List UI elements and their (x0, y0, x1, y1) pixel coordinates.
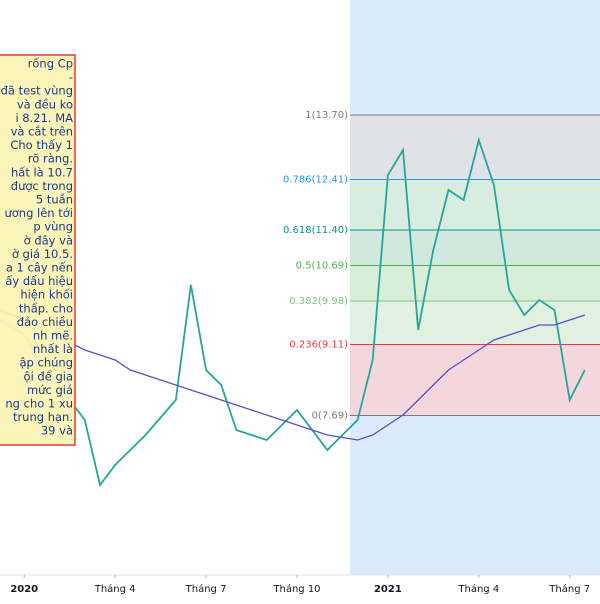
annotation-line: ấy dấu hiệu (5, 274, 73, 288)
annotation-line: hiện khối (20, 288, 73, 302)
annotation-line: ờ đây và (24, 233, 73, 247)
x-tick-label: Tháng 4 (457, 583, 499, 595)
fib-label: 0.618(11.40) (283, 225, 348, 236)
series-line (0, 309, 586, 441)
series-group (0, 136, 586, 488)
x-tick-label: Tháng 10 (272, 583, 320, 595)
annotation-line: được trong (11, 179, 73, 193)
series-line (0, 136, 586, 488)
annotation-line: rõ ràng. (28, 152, 73, 166)
annotation-line: p vùng (33, 220, 73, 234)
annotation-line: 5 tuần (36, 193, 73, 207)
fib-zone (350, 230, 600, 266)
annotation-line: nhất là (33, 342, 73, 356)
annotation-line: - (69, 70, 73, 84)
annotation-line: i 8.21. MA (15, 111, 73, 125)
x-tick-label: 2021 (374, 584, 402, 595)
annotation-line: đảo chiều (17, 315, 73, 329)
fib-zone (350, 265, 600, 301)
annotation-line: mức giá (27, 383, 73, 397)
fib-zone (350, 179, 600, 230)
annotation-line: ng cho 1 xu (5, 397, 73, 411)
x-axis: 2020 Tháng 4 Tháng 7 Tháng 10 2021 Tháng 4 Thá… (10, 575, 590, 595)
annotation-line: rống Cp (28, 57, 73, 71)
annotation-line: thấp. cho (19, 301, 73, 315)
fibonacci: 1(13.70) 0.786(12.41) 0.618(11.40) 0.5(10.6… (283, 0, 600, 575)
annotation-line: trung hạn. (13, 410, 73, 424)
annotation-line: a 1 cây nến (6, 261, 73, 275)
fib-label: 0.382(9.98) (289, 296, 348, 307)
fib-zone (350, 115, 600, 180)
annotation-line: ội để gia (24, 369, 73, 383)
annotation-line: ập chúng (20, 356, 74, 370)
annotation-line: ờ giá 10.5. (12, 247, 73, 261)
fib-zone (350, 344, 600, 416)
annotation-line: 39 và (41, 424, 73, 438)
annotation-line: nh mẽ. (33, 329, 73, 343)
x-tick-label: Tháng 7 (548, 583, 590, 595)
annotation-line: ương lên tới (4, 206, 73, 220)
annotation-line: và đều ko (17, 97, 73, 111)
x-tick-label: 2020 (10, 584, 38, 595)
annotation-line: đã test vùng (1, 84, 73, 98)
annotation-box (0, 54, 76, 446)
annotation-line: Cho thấy 1 (10, 138, 73, 152)
x-tick-label: Tháng 4 (94, 583, 136, 595)
annotation-line: hất là 10.7 (11, 165, 73, 179)
fib-label: 0.5(10.69) (296, 261, 348, 272)
x-tick-label: Tháng 7 (185, 583, 227, 595)
fib-label: 0.786(12.41) (283, 175, 348, 186)
annotation-line: và cắt trên (11, 125, 73, 139)
fib-label: 1(13.70) (305, 110, 348, 121)
fib-label: 0.236(9.11) (289, 340, 348, 351)
fib-label: 0(7.69) (312, 411, 349, 422)
